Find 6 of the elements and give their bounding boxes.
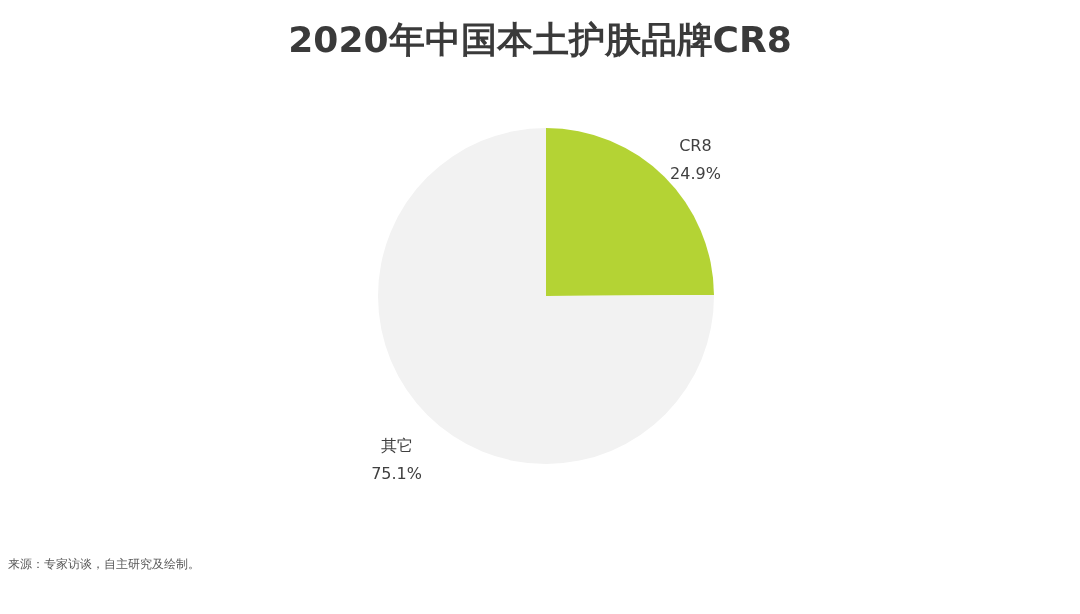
slice-label: CR8 — [679, 135, 712, 155]
chart-title: 2020年中国本土护肤品牌CR8 — [288, 19, 792, 60]
data-label: 24.9% — [670, 163, 721, 183]
source-note: 来源：专家访谈，自主研究及绘制。 — [8, 557, 200, 571]
data-label: 75.1% — [371, 464, 422, 484]
slice-label: 其它 — [380, 436, 413, 456]
